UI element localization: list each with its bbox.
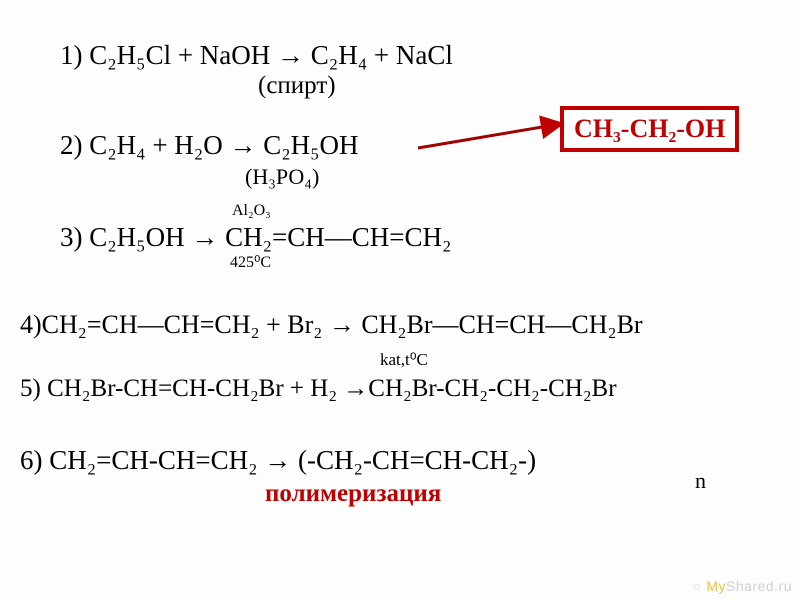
callout-arrow [0,0,800,600]
watermark-my: My [706,578,726,594]
reaction-4: 4)СН₂=СН—СН=СН₂ + Вr₂ → СН₂Вr—СН=СН—СН₂В… [20,310,643,340]
reaction-5: 5) СН₂Вr-СН=СН-СН₂Вr + Н₂ →СН₂Вr-СН₂-СН₂… [20,375,617,403]
reaction-3: 3) С₂Н₅ОН → СН₂=СН—СН=СН₂ [60,222,451,253]
reaction-3-top: Al₂O₃ [232,202,271,220]
callout-arrow-line [418,124,560,148]
reaction-2-cond: (Н₃РО₄) [245,164,319,190]
reaction-2: 2) С₂Н₄ + Н₂О → С₂Н₅ОН [60,130,359,161]
watermark: ○ MyShared.ru [693,578,792,594]
reaction-1-cond: (спирт) [258,72,336,100]
reaction-5-top: kat,t⁰C [380,350,428,370]
watermark-icon: ○ [693,578,702,594]
watermark-rest: Shared.ru [726,578,792,594]
reaction-1: 1) С₂Н₅Cl + NaOH → C₂H₄ + NaCl [60,40,453,71]
ethanol-callout-box: СН₃-СН₂-ОН [560,106,739,152]
reaction-6-n: n [695,468,706,494]
reaction-3-bot: 425⁰С [230,252,271,272]
reaction-6: 6) СН₂=СН-СН=СН₂ → (-СН₂-СН=СН-СН₂-) [20,445,536,476]
polymerization-label: полимеризация [265,480,441,508]
